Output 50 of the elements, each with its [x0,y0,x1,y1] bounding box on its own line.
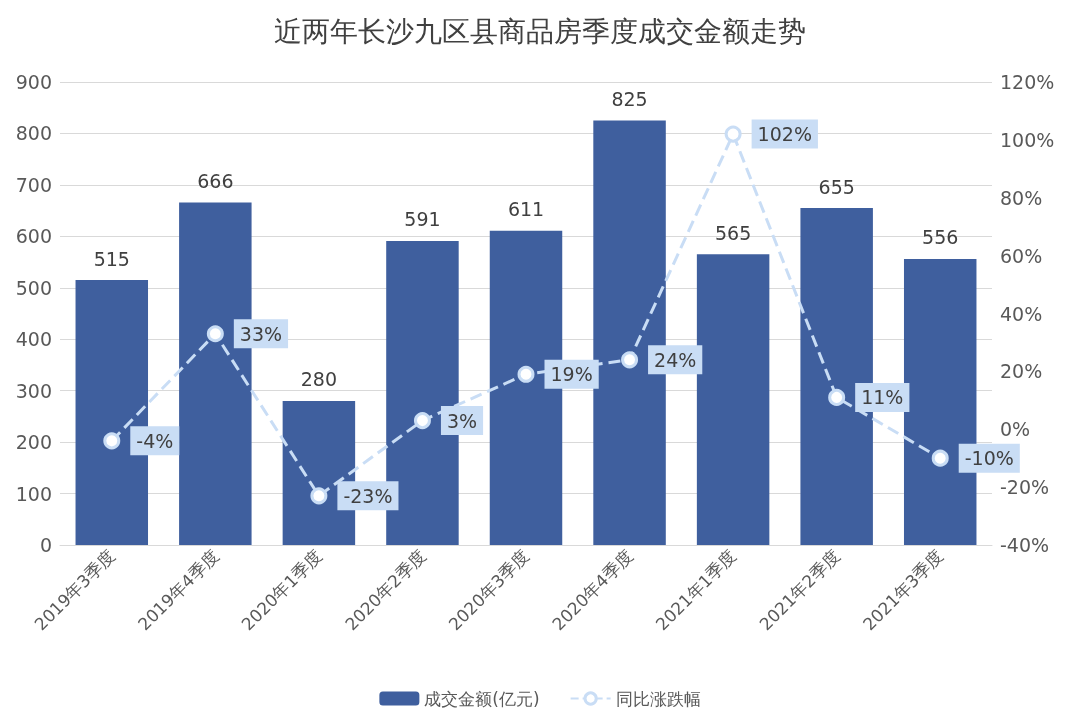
point [517,365,535,383]
y2-tick-label: 0% [1000,418,1031,441]
y-tick-label: 500 [15,276,52,299]
bar [696,254,770,545]
data-label: 11% [861,386,904,409]
data-label: 515 [93,247,130,270]
data-label: 556 [922,226,959,249]
data-label: 33% [239,322,283,345]
y-tick-label: 600 [15,225,52,248]
y2-tick-label: -20% [1000,476,1050,499]
point [310,487,328,505]
y2-tick-label: 20% [1000,360,1043,383]
y-tick-label: 400 [15,328,52,351]
data-label: 666 [197,169,234,192]
y2-tick-label: -40% [1000,534,1050,556]
point [621,351,639,369]
data-label: -4% [136,429,174,452]
y2-tick-label: 100% [1000,128,1055,151]
y-tick-label: 200 [15,431,52,454]
data-label: 19% [550,363,593,386]
y-tick-label: 700 [15,173,52,196]
legend-label: 同比涨跌幅 [615,688,701,709]
data-label: 280 [300,368,338,391]
point [724,125,742,143]
data-label: 102% [757,123,812,146]
y2-tick-label: 80% [1000,186,1043,209]
data-label: 565 [714,221,752,244]
chart-title: 近两年长沙九区县商品房季度成交金额走势 [274,14,806,48]
point [828,388,846,406]
y2-tick-label: 60% [1000,244,1043,267]
data-label: -10% [964,447,1014,470]
y-tick-label: 300 [15,379,52,402]
y-tick-label: 0 [39,534,52,556]
data-label: 611 [507,198,545,221]
data-label: 24% [654,348,697,371]
data-label: 3% [446,409,478,432]
y-tick-label: 800 [15,122,52,145]
point [931,449,949,467]
data-label: -23% [343,484,393,507]
point [206,325,224,343]
y2-tick-label: 120% [1000,71,1055,93]
legend-label: 成交金额(亿元) [424,688,540,709]
data-label: 655 [818,175,855,198]
data-label: 591 [404,208,441,231]
point [103,432,121,450]
y-tick-label: 100 [15,482,52,505]
y2-tick-label: 40% [1000,302,1043,325]
y-tick-label: 900 [15,71,52,93]
point [413,412,431,430]
data-label: 825 [611,88,648,111]
